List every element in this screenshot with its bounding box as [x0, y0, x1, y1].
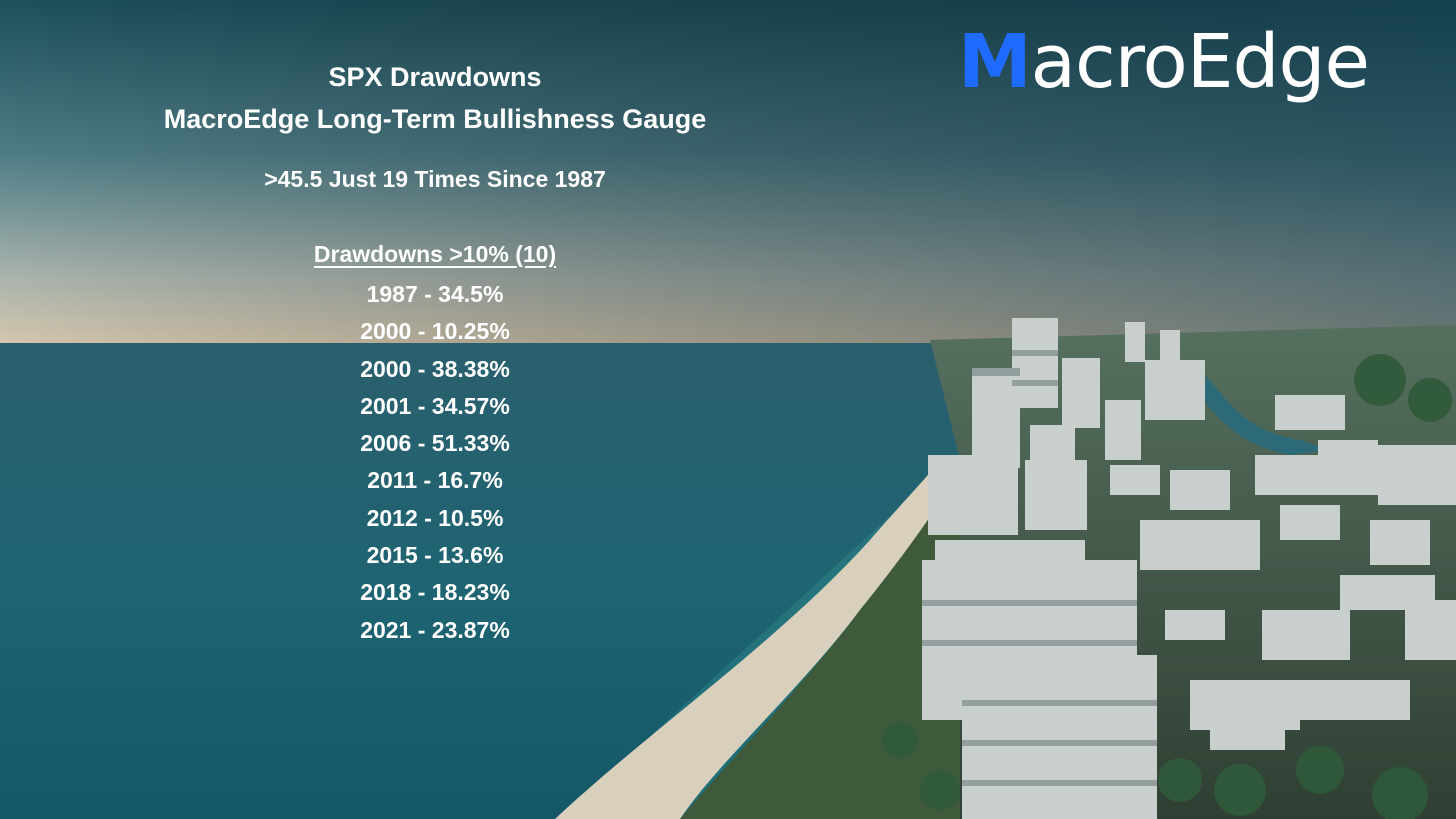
- drawdown-item: 2001 - 34.57%: [360, 392, 510, 419]
- drawdown-item: 2018 - 18.23%: [360, 579, 510, 606]
- drawdowns-header: Drawdowns >10% (10): [313, 241, 557, 267]
- logo-wordmark: acroEdge: [1030, 19, 1370, 105]
- macroedge-logo: MacroEdge: [958, 19, 1370, 105]
- drawdown-item: 2000 - 10.25%: [360, 318, 510, 345]
- drawdown-item: 2006 - 51.33%: [360, 430, 510, 457]
- drawdown-item: 2011 - 16.7%: [367, 467, 503, 494]
- logo-accent-letter: M: [958, 19, 1032, 105]
- drawdown-item: 1987 - 34.5%: [366, 281, 504, 307]
- drawdown-item: 2015 - 13.6%: [366, 542, 504, 569]
- drawdown-item: 2012 - 10.5%: [366, 504, 504, 531]
- subtitle: >45.5 Just 19 Times Since 1987: [264, 166, 606, 192]
- drawdowns-list: 1987 - 34.5% 2000 - 10.25% 2000 - 38.38%…: [0, 276, 870, 649]
- drawdown-item: 2000 - 38.38%: [360, 355, 510, 382]
- drawdown-item: 2021 - 23.87%: [360, 616, 510, 643]
- title-line-2: MacroEdge Long-Term Bullishness Gauge: [163, 104, 707, 134]
- title-line-1: SPX Drawdowns: [328, 62, 542, 92]
